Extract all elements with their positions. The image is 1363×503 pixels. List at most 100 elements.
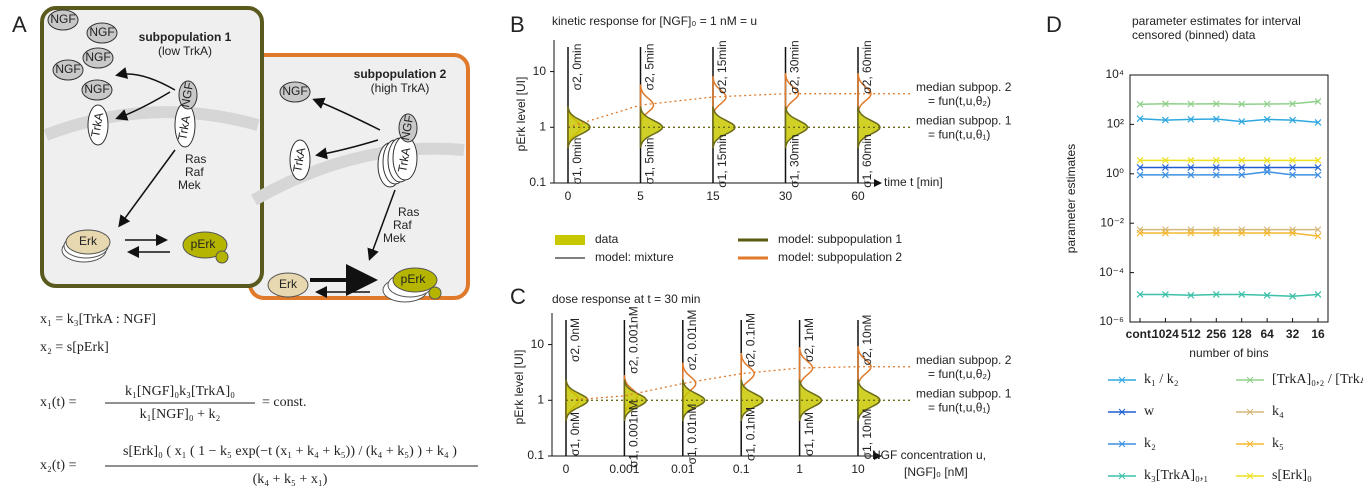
marker xyxy=(1212,291,1220,298)
pathway-label: Ras xyxy=(185,152,206,166)
x-tick-label: 1024 xyxy=(1152,327,1179,341)
legend-label: data xyxy=(595,232,619,246)
subpop-note: (low TrkA) xyxy=(158,44,212,58)
marker xyxy=(1187,171,1195,179)
marker xyxy=(1187,229,1195,237)
sigma-label: σ2, 60min xyxy=(860,40,874,93)
panel-a: A NGF NGF NGF NGF NGF NGF TrkA TrkA NGF … xyxy=(12,6,478,487)
membrane xyxy=(43,106,260,141)
x-axis-label: [NGF]₀ [nM] xyxy=(904,465,968,479)
panel-label: A xyxy=(12,12,27,37)
marker xyxy=(1263,156,1271,164)
sigma-label: σ1, 15min xyxy=(715,134,729,187)
x-axis-label: time t [min] xyxy=(884,175,943,189)
y-tick-label: 0.1 xyxy=(527,448,544,462)
x-tick-label: 256 xyxy=(1206,327,1226,341)
arrows xyxy=(115,67,396,298)
marker xyxy=(1187,115,1195,123)
y-tick-label: 10 xyxy=(531,337,545,351)
box-subpop-1 xyxy=(40,6,264,288)
legend-label: model: mixture xyxy=(595,250,674,264)
marker xyxy=(1212,229,1220,237)
panel-label: C xyxy=(510,284,526,309)
node-label: NGF xyxy=(55,62,80,76)
chart-title: parameter estimates for interval xyxy=(1132,14,1301,28)
chart-title: dose response at t = 30 min xyxy=(552,292,700,306)
marker xyxy=(1187,164,1195,171)
sigma-label: σ2, 30min xyxy=(788,40,802,93)
sigma-label: σ1, 0min xyxy=(570,138,584,185)
legend-marker xyxy=(1118,472,1126,480)
x-tick-label: 16 xyxy=(1311,327,1325,341)
marker xyxy=(1263,229,1271,237)
median-note: = fun(t,u,θ₂) xyxy=(928,94,991,108)
equation: x₂ = s[pErk] xyxy=(40,340,109,355)
membrane xyxy=(251,142,465,206)
equation: x₁(t) = xyxy=(40,395,77,410)
legend-marker xyxy=(1246,440,1254,448)
x-tick-label: 0.01 xyxy=(671,462,695,476)
legend-marker xyxy=(1246,472,1254,480)
ngf-cluster xyxy=(47,9,311,103)
legend-marker xyxy=(1118,376,1126,384)
marker xyxy=(1238,291,1246,298)
y-axis-label: parameter estimates xyxy=(1064,144,1078,253)
sigma-label: σ2, 0.001nM xyxy=(627,306,641,373)
y-tick-label: 0.1 xyxy=(529,175,546,189)
x-tick-label: 32 xyxy=(1286,327,1300,341)
marker xyxy=(1238,100,1246,108)
legend-label: model: subpopulation 1 xyxy=(778,232,902,246)
marker xyxy=(1212,100,1220,108)
median-line xyxy=(565,366,859,401)
median-note: = fun(t,u,θ₂) xyxy=(928,367,991,381)
marker xyxy=(1314,232,1322,240)
x-tick-label: 5 xyxy=(637,189,644,203)
legend-label: [TrkA]₀,₂ / [TrkA]₀,₁ xyxy=(1272,372,1363,387)
density xyxy=(798,379,823,422)
legend-marker xyxy=(1118,408,1126,416)
equation: x₂(t) = xyxy=(40,458,77,473)
marker xyxy=(1263,100,1271,108)
marker xyxy=(1162,156,1169,164)
node-label: TrkA xyxy=(290,146,308,173)
marker xyxy=(1263,168,1271,176)
marker xyxy=(1314,291,1322,298)
node-label: NGF xyxy=(282,84,307,98)
x-tick-label: 1 xyxy=(796,462,803,476)
density xyxy=(682,379,706,422)
density xyxy=(784,72,800,115)
sigma-label: σ2, 0.01nM xyxy=(685,310,699,371)
series-line xyxy=(1139,100,1319,106)
marker xyxy=(1187,291,1195,299)
marker xyxy=(1187,100,1195,108)
series-line xyxy=(1140,171,1318,176)
node-label: Erk xyxy=(79,234,98,248)
marker xyxy=(1212,164,1220,171)
marker xyxy=(1162,116,1169,124)
y-tick-label: 10² xyxy=(1107,117,1124,131)
x-tick-label: 0.1 xyxy=(733,462,750,476)
legend-marker xyxy=(1246,408,1254,416)
marker xyxy=(1136,171,1144,179)
marker xyxy=(1212,171,1220,179)
pathway-label: Ras xyxy=(398,205,419,219)
marker xyxy=(1289,292,1296,300)
marker xyxy=(1136,229,1144,237)
subpop-note: (high TrkA) xyxy=(371,81,430,95)
y-tick-label: 1 xyxy=(539,119,546,133)
y-tick-label: 10⁻⁶ xyxy=(1099,314,1124,328)
sigma-label: σ1, 60min xyxy=(860,134,874,187)
series-line xyxy=(1139,117,1319,124)
subpop-title: subpopulation 1 xyxy=(139,30,232,44)
x-axis-label: number of bins xyxy=(1189,346,1268,360)
x-tick-label: 0 xyxy=(565,189,572,203)
density xyxy=(798,347,814,389)
sigma-label: σ1, 0.001nM xyxy=(627,400,641,467)
y-axis-label: pErk level [UI] xyxy=(512,350,526,425)
sigma-label: σ2, 5min xyxy=(643,44,657,91)
x-tick-label: 0.001 xyxy=(609,462,639,476)
sigma-label: σ2, 0.1nM xyxy=(743,313,757,367)
x-tick-label: 0 xyxy=(563,462,570,476)
equation: k₁[NGF]₀ + k₂ xyxy=(140,407,221,422)
